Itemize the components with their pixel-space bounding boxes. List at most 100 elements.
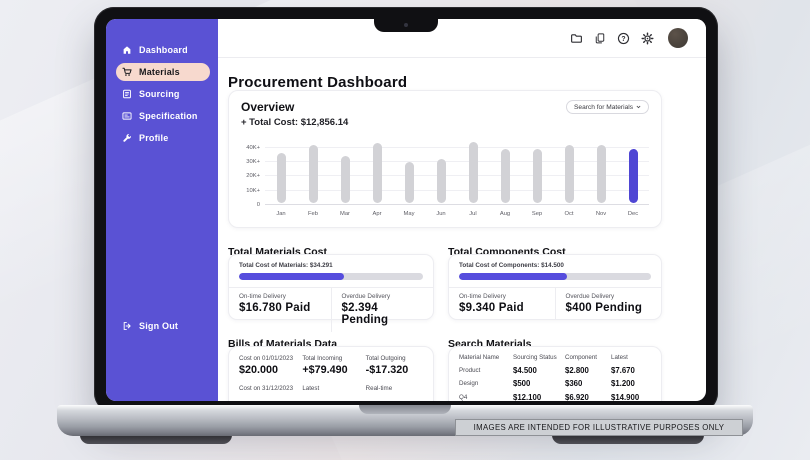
chart-bar-column xyxy=(393,135,425,209)
cell-value: $2.394 Pending xyxy=(341,302,389,326)
chart-xlabel: Jan xyxy=(276,211,286,217)
sign-out-label: Sign Out xyxy=(139,321,179,331)
cart-icon xyxy=(122,67,132,76)
settings-icon[interactable] xyxy=(641,31,654,45)
bills-stat: Latest xyxy=(302,385,359,394)
cell-label: Overdue Delivery xyxy=(341,293,391,300)
on-time-delivery-cell: On-time Delivery $9.340 Paid xyxy=(449,288,555,320)
sidebar-item-label: Sourcing xyxy=(139,89,180,99)
chart-ytick-label: 10K+ xyxy=(246,187,260,194)
bills-stat: Real-time xyxy=(366,385,423,394)
materials-cost-card: Total Cost of Materials: $34.291 On-time… xyxy=(228,254,434,332)
table-cell-material: Design xyxy=(459,380,479,387)
laptop-foot xyxy=(80,434,232,444)
cell-value: $16.780 Paid xyxy=(239,302,311,314)
chevron-down-icon xyxy=(636,105,641,109)
table-cell: $14.900 xyxy=(611,392,640,402)
chart-bar-column xyxy=(585,135,617,209)
sign-out-button[interactable]: Sign Out xyxy=(116,317,210,335)
chart-xlabel: Jul xyxy=(469,211,477,217)
chart-xlabel: Jun xyxy=(436,211,446,217)
chart-bar-apr xyxy=(372,143,382,203)
chart-bar-column xyxy=(489,135,521,209)
table-cell: $1.200 xyxy=(611,379,635,388)
table-cell: $360 xyxy=(565,379,583,388)
sidebar-item-specification[interactable]: Specification xyxy=(116,107,210,125)
sidebar-item-sourcing[interactable]: Sourcing xyxy=(116,85,210,103)
wrench-icon xyxy=(123,134,131,142)
chart-bars xyxy=(265,135,649,209)
laptop-base-scoop xyxy=(359,405,451,414)
sidebar-item-materials[interactable]: Materials xyxy=(116,63,210,81)
chart-bar-column xyxy=(297,135,329,209)
table-cell-material: Q4 xyxy=(459,393,468,401)
chart-xlabel: Sep xyxy=(531,211,543,217)
chart-gridline xyxy=(265,189,649,191)
chart-bar-sep xyxy=(532,149,542,203)
sidebar-item-profile[interactable]: Profile xyxy=(116,129,210,147)
table-header: Sourcing Status xyxy=(513,354,557,361)
stat-label: Latest xyxy=(302,385,320,392)
bills-stat: Total Incoming +$79.490 xyxy=(302,355,359,376)
sign-out-icon xyxy=(123,322,131,330)
table-cell: $6.920 xyxy=(565,392,589,402)
materials-progress-bar xyxy=(239,273,423,280)
chart-bar-column xyxy=(425,135,457,209)
user-avatar[interactable] xyxy=(668,28,688,48)
table-cell: $2.800 xyxy=(565,365,589,375)
table-cell: $12.100 xyxy=(513,392,542,402)
overdue-delivery-cell: Overdue Delivery $400 Pending xyxy=(554,288,662,320)
chart-y-axis: 40K+ 30K+ 20K+ 10K+ 0 xyxy=(241,135,265,209)
chart-bar-column xyxy=(329,135,361,209)
chart-main: Jan Feb Mar Apr May Jun Jul Aug Sep Oct Nov Dec xyxy=(265,135,649,217)
chart-ytick-label: 30K+ xyxy=(246,158,260,165)
chart-gridline xyxy=(265,146,649,148)
cell-label: On-time Delivery xyxy=(459,293,506,300)
chart-bar-nov xyxy=(596,145,606,203)
search-for-materials-button[interactable]: Search for Materials xyxy=(566,100,649,114)
overview-card: Overview Search for Materials + Total Co… xyxy=(228,90,662,228)
bills-stat: Total Outgoing -$17.320 xyxy=(366,355,423,376)
laptop-notch xyxy=(374,19,438,32)
chart-bar-column xyxy=(553,135,585,209)
chart-bar-may xyxy=(404,162,414,203)
components-cost-card: Total Cost of Components: $14.500 On-tim… xyxy=(448,254,662,320)
sidebar-item-dashboard[interactable]: Dashboard xyxy=(116,41,210,59)
sidebar-item-label: Specification xyxy=(139,111,198,121)
bills-stat: Cost on 01/01/2023 $20.000 xyxy=(239,355,296,376)
materials-progress-label: Total Cost of Materials: $34.291 xyxy=(239,262,333,269)
table-header: Latest xyxy=(611,354,628,361)
help-icon[interactable]: ? xyxy=(617,32,630,45)
chart-xlabel: Aug xyxy=(499,211,511,217)
laptop-screen: Dashboard Materials Sourcing Specificati… xyxy=(106,19,706,401)
chart-bar-dec xyxy=(628,149,638,203)
table-cell: $500 xyxy=(513,379,531,388)
stat-value: +$79.490 xyxy=(302,364,348,376)
materials-progress-fill xyxy=(239,273,344,280)
chart-gridline xyxy=(265,160,649,162)
chart-bar-column xyxy=(617,135,649,209)
chart-ytick-label: 40K+ xyxy=(246,144,260,151)
chart-plot xyxy=(265,135,649,209)
cell-value: $9.340 Paid xyxy=(459,302,524,314)
total-cost-label: + Total Cost: $12,856.14 xyxy=(241,117,349,128)
table-cell: $7.670 xyxy=(611,365,635,375)
stat-label: Cost on 31/12/2023 xyxy=(239,385,294,392)
laptop-foot xyxy=(552,434,704,444)
bills-card: Cost on 01/01/2023 $20.000 Total Incoming… xyxy=(228,346,434,401)
chart-bar-column xyxy=(457,135,489,209)
overdue-delivery-cell: Overdue Delivery $2.394 Pending xyxy=(330,288,434,332)
spec-card-icon xyxy=(122,112,132,120)
cell-label: On-time Delivery xyxy=(239,293,286,300)
clipboard-icon[interactable] xyxy=(594,32,606,45)
chart-bar-jul xyxy=(468,142,478,203)
sidebar-item-label: Dashboard xyxy=(139,45,188,55)
chart-xlabel: Feb xyxy=(308,211,318,217)
chart-bar-jan xyxy=(276,153,286,203)
bills-stat: Cost on 31/12/2023 xyxy=(239,385,296,394)
stat-label: Total Incoming xyxy=(302,355,343,362)
folder-icon[interactable] xyxy=(570,32,583,45)
chart-xlabel: Mar xyxy=(340,211,350,217)
on-time-delivery-cell: On-time Delivery $16.780 Paid xyxy=(229,288,331,332)
chart-bar-column xyxy=(361,135,393,209)
